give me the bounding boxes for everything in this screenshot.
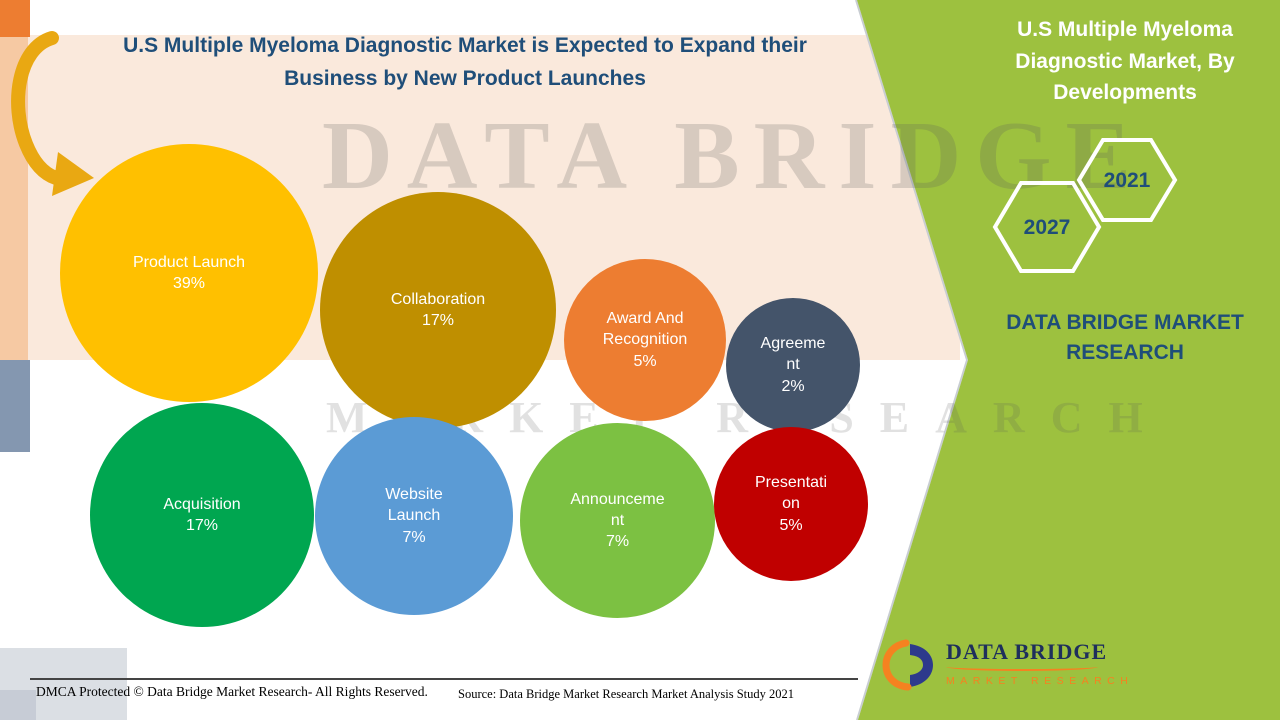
bubble-value: 5% [633,352,657,370]
side-panel-title-line: Diagnostic Market, By [1015,49,1235,73]
bubble-value: 5% [779,516,803,534]
logo-blue-shape [910,644,933,687]
bubble: Acquisition 17% [90,403,314,627]
year-2021-label: 2021 [1104,169,1151,192]
bubble-label: Collaboration [390,290,486,308]
data-bridge-logo-icon [882,639,933,691]
bubble: Announcement 7% [520,423,715,618]
bubble: Award And Recognition 5% [564,259,726,421]
year-2027-label: 2027 [1024,216,1071,239]
logo-orange-swoosh [882,639,912,691]
company-logo: DATA BRIDGE MARKET RESEARCH [882,636,1133,694]
background-orange-block [0,0,30,37]
bubble-label: Award And Recognition [602,310,688,349]
footer-divider [30,678,858,680]
bubble-value: 39% [172,275,206,292]
side-panel-brand: DATA BRIDGE MARKET RESEARCH [975,308,1275,369]
side-panel-title-line: U.S Multiple Myeloma [1017,18,1233,41]
bubble: Website Launch 7% [315,417,513,615]
bubble-label: Agreement [760,335,826,374]
arrow-shaft [11,31,63,185]
bubble-label: Product Launch [132,253,246,271]
curved-arrow-icon [11,31,94,196]
background-gray-block [0,690,36,720]
logo-text: DATA BRIDGE MARKET RESEARCH [946,636,1133,687]
bubble-label: Acquisition [163,495,241,513]
bubble-label: Announcement [570,490,665,529]
page-title-line: Business by New Product Launches [284,66,646,90]
bubble: Collaboration 17% [320,192,556,428]
side-panel-edge [855,0,969,720]
hexagon-2021 [1076,138,1178,222]
bubble-value: 7% [402,528,426,546]
side-panel-title-line: Developments [1053,81,1197,104]
bubble-value: 17% [185,517,219,534]
hexagon-2027 [992,181,1102,273]
logo-tagline: MARKET RESEARCH [946,675,1134,687]
background-bluegray-block [0,360,30,452]
bubble-value: 2% [781,377,805,395]
side-panel-brand-line: DATA BRIDGE MARKET [1006,311,1244,334]
bubble-label: Website Launch [385,486,443,525]
arrow-head [52,152,94,196]
bubble-label: Presentation [754,474,828,513]
page-title: U.S Multiple Myeloma Diagnostic Market i… [85,30,845,95]
bubble-value: 7% [605,533,630,551]
side-panel-brand-line: RESEARCH [1066,341,1184,365]
side-panel-title: U.S Multiple Myeloma Diagnostic Market, … [975,14,1275,109]
logo-underline [946,666,1098,671]
page-title-line: U.S Multiple Myeloma Diagnostic Market i… [123,34,807,57]
bubble-value: 17% [421,312,455,329]
bubble: Product Launch 39% [60,144,318,402]
bubble: Presentation 5% [714,427,868,581]
year-hexagons: 2027 2021 [992,138,1178,273]
logo-name: DATA BRIDGE [946,639,1108,664]
source-note: Source: Data Bridge Market Research Mark… [458,687,795,701]
dmca-notice: DMCA Protected © Data Bridge Market Rese… [36,684,428,699]
bubble: Agreement 2% [726,298,860,432]
